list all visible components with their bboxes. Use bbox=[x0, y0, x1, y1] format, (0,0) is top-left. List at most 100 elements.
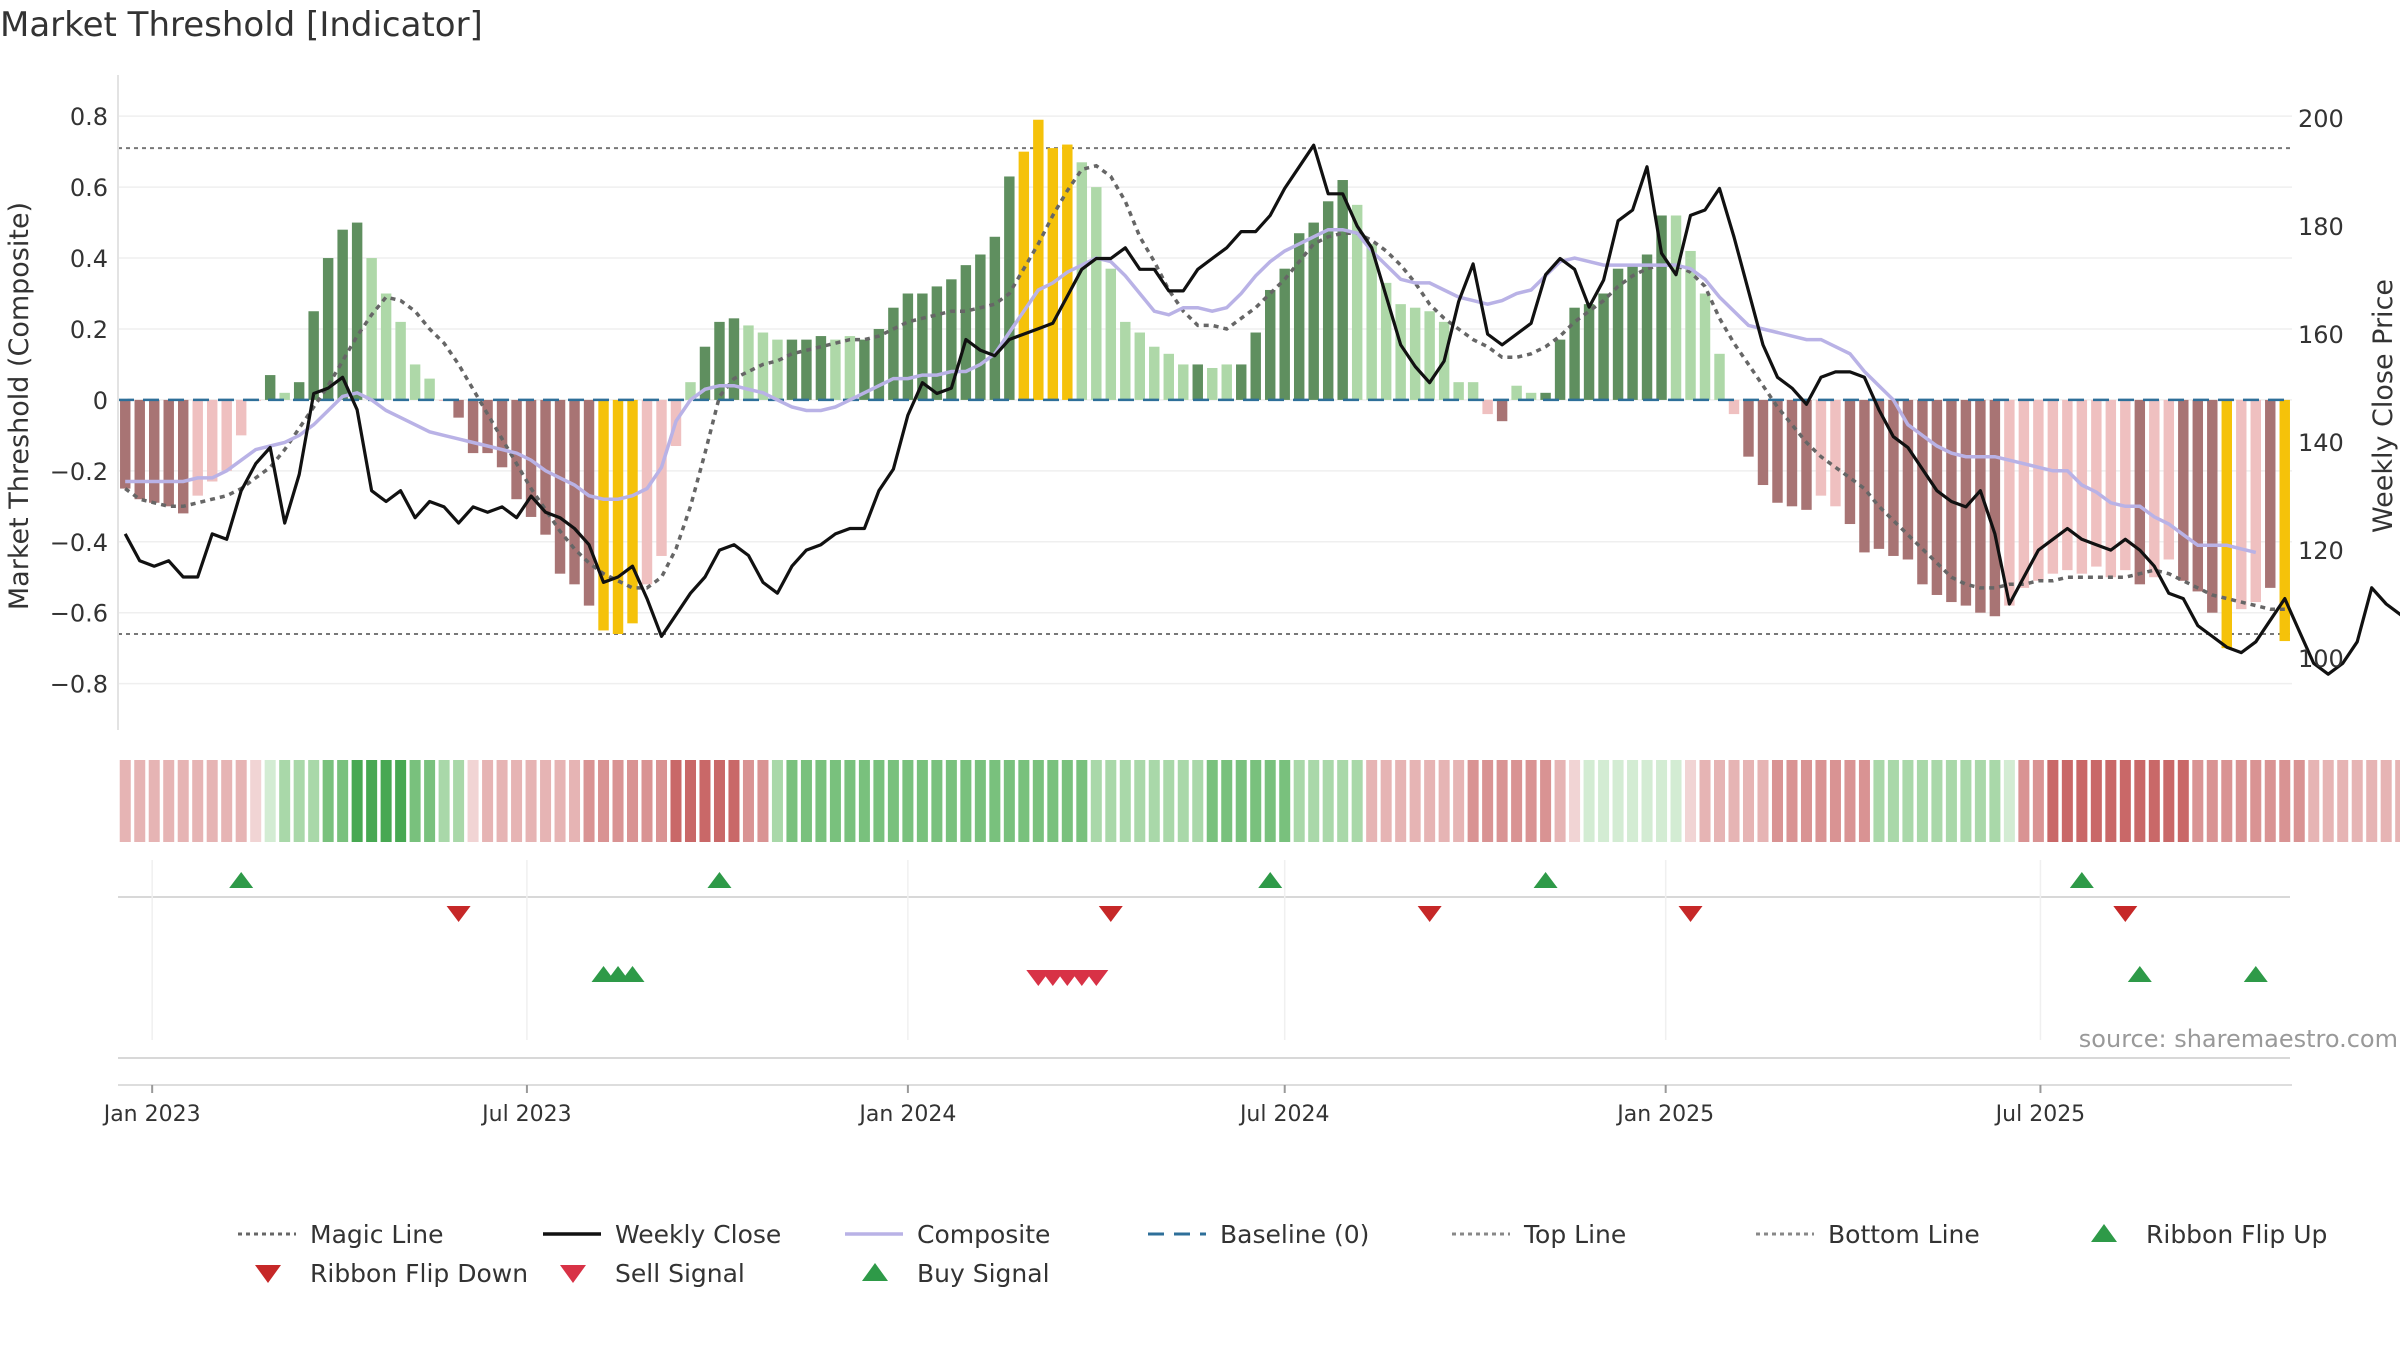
composite-bar bbox=[2033, 399, 2044, 581]
composite-bar bbox=[1815, 399, 1827, 496]
legend-item: Buy Signal bbox=[862, 1259, 1050, 1288]
ribbon-cell bbox=[279, 760, 291, 842]
y2-axis-label: Weekly Close Price bbox=[2368, 279, 2399, 533]
ribbon-cell bbox=[1177, 760, 1189, 842]
composite-bar bbox=[2178, 399, 2189, 581]
legend-item: Top Line bbox=[1452, 1220, 1626, 1249]
ribbon-cell bbox=[1931, 760, 1943, 842]
y-tick-label: 0 bbox=[93, 387, 108, 415]
ribbon-cell bbox=[1279, 760, 1291, 842]
ribbon-cell bbox=[2366, 760, 2378, 842]
ribbon-cell bbox=[1366, 760, 1378, 842]
legend-label: Bottom Line bbox=[1828, 1220, 1980, 1249]
composite-bar bbox=[178, 399, 189, 514]
composite-bar bbox=[2120, 399, 2131, 571]
ribbon-cell bbox=[134, 760, 146, 842]
composite-bar bbox=[264, 375, 276, 400]
composite-bar bbox=[1409, 307, 1421, 400]
chart-title: Market Threshold [Indicator] bbox=[0, 5, 483, 45]
legend: Magic Line Weekly Close Composite Baseline … bbox=[238, 1220, 2327, 1288]
ribbon-cell bbox=[2250, 760, 2262, 842]
ribbon-cell bbox=[2206, 760, 2218, 842]
ribbon-cell bbox=[2380, 760, 2392, 842]
composite-bar bbox=[2105, 399, 2117, 578]
ribbon-cell bbox=[467, 760, 479, 842]
x-tick-label: Jul 2024 bbox=[1238, 1102, 1330, 1127]
composite-bar bbox=[1047, 148, 1059, 400]
line-series bbox=[123, 143, 2400, 676]
ribbon-cell bbox=[815, 760, 827, 842]
ribbon-cell bbox=[293, 760, 305, 842]
composite-bar bbox=[482, 399, 493, 454]
composite-bar bbox=[888, 307, 899, 400]
composite-bar bbox=[467, 399, 479, 454]
ribbon-cell bbox=[1685, 760, 1697, 842]
ribbon-cell bbox=[1061, 760, 1073, 842]
composite-bar bbox=[1612, 268, 1624, 400]
composite-bar bbox=[2018, 399, 2030, 588]
ribbon-cell bbox=[1206, 760, 1218, 842]
y2-tick-label: 140 bbox=[2298, 429, 2344, 457]
y-tick-label: −0.2 bbox=[50, 458, 108, 486]
composite-bar bbox=[1149, 346, 1160, 400]
ribbon-cell bbox=[1800, 760, 1812, 842]
weekly-close-line bbox=[123, 143, 2400, 676]
composite-bar bbox=[1192, 364, 1203, 400]
composite-bar bbox=[424, 378, 435, 400]
ribbon-cell bbox=[1670, 760, 1682, 842]
composite-bar bbox=[960, 265, 972, 400]
ribbon-cell bbox=[250, 760, 262, 842]
composite-bar bbox=[453, 399, 464, 418]
ribbon-cell bbox=[786, 760, 798, 842]
ribbon-cell bbox=[1598, 760, 1610, 842]
composite-bar bbox=[1598, 293, 1609, 400]
composite-bar bbox=[206, 399, 218, 482]
ribbon-cell bbox=[1235, 760, 1247, 842]
composite-bar bbox=[134, 399, 145, 500]
composite-bar bbox=[1482, 399, 1493, 415]
ribbon-cell bbox=[1409, 760, 1421, 842]
composite-bar bbox=[2134, 399, 2146, 585]
composite-bar bbox=[1018, 151, 1030, 400]
composite-bar bbox=[1830, 399, 1841, 507]
ribbon-cell bbox=[2047, 760, 2059, 842]
composite-bar bbox=[1395, 304, 1406, 400]
legend-label: Baseline (0) bbox=[1220, 1220, 1369, 1249]
composite-bar bbox=[975, 254, 986, 400]
ribbon-flip-up-marker bbox=[707, 872, 732, 888]
signal-lanes bbox=[118, 872, 2290, 1059]
x-tick-label: Jul 2025 bbox=[1994, 1102, 2086, 1127]
ribbon-cell bbox=[583, 760, 595, 842]
ribbon-cell bbox=[2264, 760, 2276, 842]
ribbon-cell bbox=[800, 760, 812, 842]
y2-tick-label: 180 bbox=[2298, 213, 2344, 241]
main-panel: 0.8 0.6 0.4 0.2 0 −0.2 −0.4 −0.6 −0.8 200 180 160 1… bbox=[50, 75, 2400, 730]
y2-tick-label: 200 bbox=[2298, 105, 2344, 133]
composite-bar bbox=[801, 339, 812, 400]
ribbon-strip bbox=[119, 760, 2400, 842]
ribbon-cell bbox=[177, 760, 189, 842]
composite-bar bbox=[1496, 399, 1508, 422]
ribbon-cell bbox=[1902, 760, 1914, 842]
composite-bar bbox=[569, 399, 580, 585]
sell-signal-marker bbox=[1084, 970, 1109, 986]
composite-bar bbox=[1221, 364, 1232, 400]
legend-item: Weekly Close bbox=[543, 1220, 781, 1249]
composite-bar bbox=[380, 293, 392, 400]
composite-bar bbox=[2221, 399, 2232, 649]
ribbon-cell bbox=[221, 760, 233, 842]
ribbon-cell bbox=[1569, 760, 1581, 842]
ribbon-cell bbox=[931, 760, 943, 842]
y-tick-label: −0.4 bbox=[50, 529, 108, 557]
y-tick-label: −0.8 bbox=[50, 671, 108, 699]
ribbon-cell bbox=[1627, 760, 1639, 842]
composite-bar bbox=[656, 399, 667, 556]
ribbon-cell bbox=[438, 760, 450, 842]
ribbon-cell bbox=[2279, 760, 2291, 842]
composite-bar bbox=[308, 311, 319, 400]
ribbon-cell bbox=[2076, 760, 2088, 842]
y-tick-label: 0.6 bbox=[70, 174, 108, 202]
ribbon-cell bbox=[264, 760, 276, 842]
buy-signal-marker bbox=[620, 966, 645, 982]
ribbon-cell bbox=[844, 760, 856, 842]
